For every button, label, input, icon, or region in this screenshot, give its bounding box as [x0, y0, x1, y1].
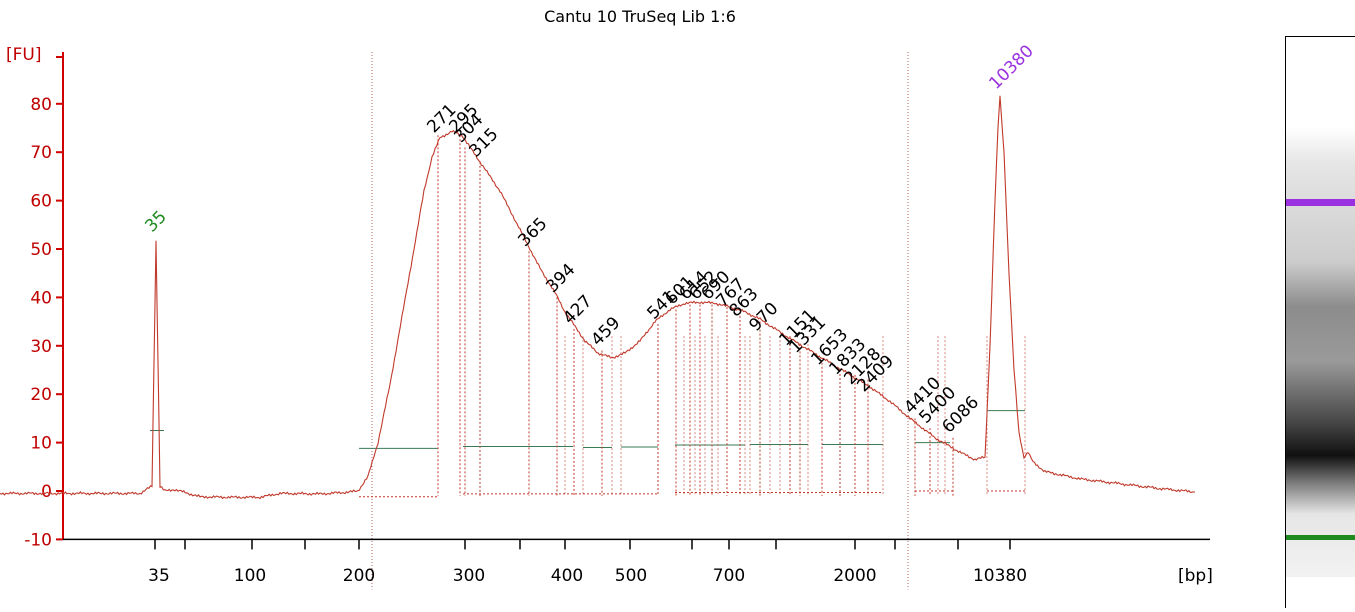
- y-tick-label: -10: [24, 530, 52, 550]
- marker-layer: [150, 52, 1026, 590]
- y-tick-label: 30: [30, 337, 52, 357]
- y-tick-label: 70: [30, 143, 52, 163]
- upper-marker-label: 10380: [985, 41, 1037, 93]
- x-tick-label: 2000: [833, 566, 876, 586]
- y-tick-label: 0: [41, 482, 52, 502]
- y-tick-label: 60: [30, 192, 52, 212]
- y-tick-label: 50: [30, 240, 52, 260]
- gel-lane: [1286, 127, 1355, 577]
- plot-area: 2712953043153653944274595416016146526907…: [0, 41, 1196, 500]
- x-tick-label: 35: [148, 566, 170, 586]
- x-tick-label: 200: [343, 566, 375, 586]
- y-tick-label: 10: [30, 434, 52, 454]
- x-tick-label: 10380: [973, 566, 1027, 586]
- x-axis-label: [bp]: [1178, 566, 1213, 586]
- gel-lower-marker-band: [1286, 535, 1355, 540]
- y-tick-label: 80: [30, 95, 52, 115]
- peak-label: 459: [587, 313, 624, 350]
- y-axis: -10 0 10 20 30 40 50 60 70 80: [24, 52, 64, 550]
- x-tick-label: 700: [713, 566, 745, 586]
- x-tick-label: 400: [551, 566, 583, 586]
- peak-label: 394: [542, 260, 579, 297]
- y-tick-label: 40: [30, 288, 52, 308]
- lower-marker-label: 35: [141, 207, 170, 236]
- data-trace: [0, 95, 1196, 500]
- peak-label: 365: [514, 214, 551, 251]
- gel-upper-marker-band: [1286, 199, 1355, 206]
- chart-title: Cantu 10 TruSeq Lib 1:6: [544, 7, 736, 26]
- gel-image: [1285, 36, 1355, 608]
- x-tick-label: 500: [615, 566, 647, 586]
- x-tick-label: 300: [453, 566, 485, 586]
- x-tick-label: 100: [234, 566, 266, 586]
- y-axis-label: [FU]: [6, 45, 42, 65]
- peak-label: 427: [559, 291, 596, 328]
- x-axis: 35 100 200 300 400 500 700 2000 10380: [63, 538, 1210, 586]
- y-tick-label: 20: [30, 385, 52, 405]
